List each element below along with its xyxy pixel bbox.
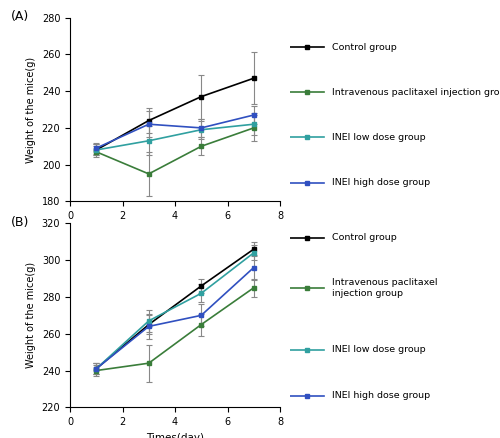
Text: INEI low dose group: INEI low dose group	[332, 133, 426, 142]
Y-axis label: Weight of the mice(g): Weight of the mice(g)	[26, 57, 36, 162]
Text: Control group: Control group	[332, 233, 397, 242]
X-axis label: Times(day): Times(day)	[146, 433, 204, 438]
Text: Intravenous paclitaxel injection group: Intravenous paclitaxel injection group	[332, 88, 500, 97]
Text: INEI high dose group: INEI high dose group	[332, 178, 430, 187]
Text: Intravenous paclitaxel
injection group: Intravenous paclitaxel injection group	[332, 278, 438, 297]
Text: INEI high dose group: INEI high dose group	[332, 391, 430, 400]
X-axis label: Times(day): Times(day)	[146, 227, 204, 237]
Text: INEI low dose group: INEI low dose group	[332, 345, 426, 354]
Text: (B): (B)	[11, 216, 30, 229]
Y-axis label: Weight of the mice(g): Weight of the mice(g)	[26, 262, 36, 368]
Text: (A): (A)	[11, 10, 30, 23]
Text: Control group: Control group	[332, 42, 397, 52]
